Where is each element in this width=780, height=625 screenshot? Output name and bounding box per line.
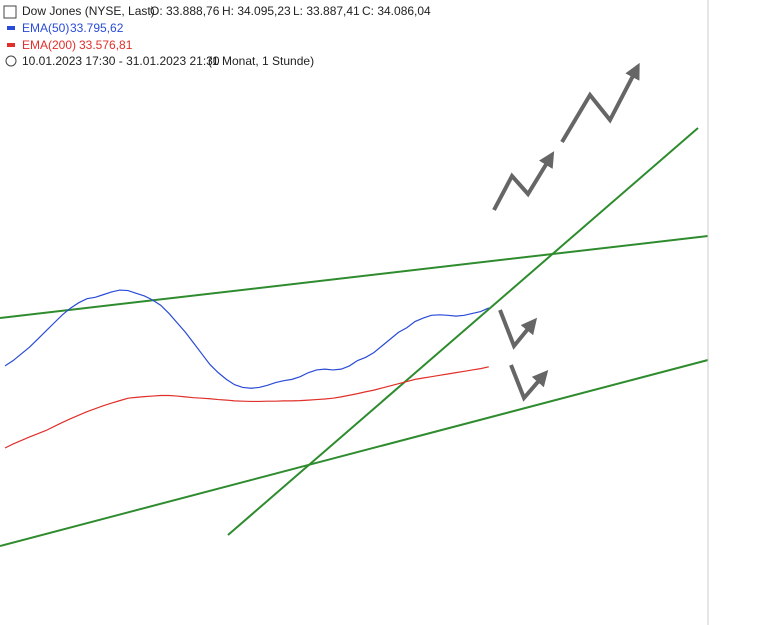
trend-line (227, 127, 699, 536)
legend-swatch (7, 26, 15, 30)
legend-label: EMA(50) (22, 21, 69, 35)
ohlc: L: 33.887,41 (293, 4, 360, 18)
legend-value: 33.795,62 (70, 21, 124, 35)
ohlc: O: 33.888,76 (150, 4, 220, 18)
emas (4, 289, 490, 449)
legend-label: EMA(200) (22, 38, 76, 52)
interval: (1 Monat, 1 Stunde) (208, 54, 314, 68)
period: 10.01.2023 17:30 - 31.01.2023 21:30 (22, 54, 220, 68)
legend-value: 33.576,81 (79, 38, 133, 52)
ohlc: C: 34.086,04 (362, 4, 431, 18)
ema-line (4, 289, 490, 389)
header: Dow Jones (NYSE, Last) O: 33.888,76 H: 3… (3, 4, 431, 68)
ohlc: H: 34.095,23 (222, 4, 291, 18)
clock-icon (5, 55, 17, 67)
trend-line (0, 359, 709, 547)
trend-lines (0, 127, 709, 547)
arrows (492, 62, 640, 402)
arrow (509, 364, 549, 402)
arrow (560, 62, 640, 144)
trend-line (0, 235, 709, 319)
title: Dow Jones (NYSE, Last) (22, 4, 155, 18)
arrow (492, 151, 555, 211)
icon (3, 5, 17, 19)
arrow (498, 309, 538, 350)
ema-line (4, 366, 489, 449)
legend-swatch (7, 43, 15, 47)
